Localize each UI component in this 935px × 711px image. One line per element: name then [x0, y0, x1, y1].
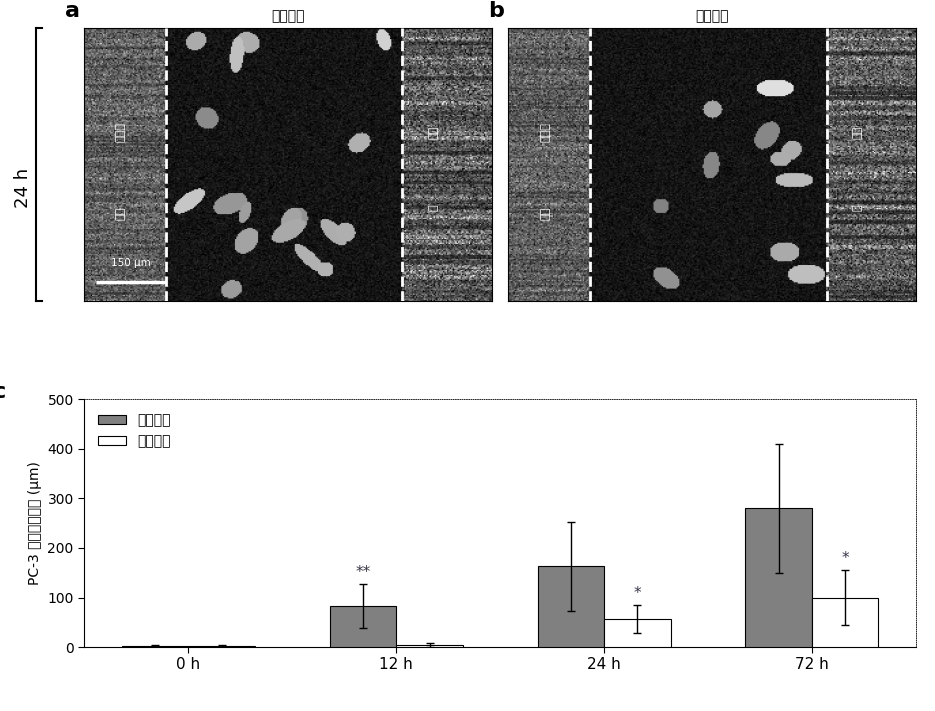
Text: *: *: [842, 551, 849, 567]
Bar: [330, 606, 396, 647]
Legend: 有神经突, 无神经突: 有神经突, 无神经突: [91, 407, 178, 455]
Y-axis label: PC-3 细胞迁移距离 (μm): PC-3 细胞迁移距离 (μm): [28, 461, 42, 585]
Bar: [812, 597, 879, 647]
Bar: [604, 619, 670, 647]
Title: 有神经突: 有神经突: [271, 9, 305, 23]
Title: 无神经突: 无神经突: [696, 9, 729, 23]
Text: 单元: 单元: [540, 207, 550, 220]
Text: 神经元: 神经元: [540, 122, 550, 141]
Bar: [396, 645, 463, 647]
Text: 癌细: 癌细: [853, 125, 863, 139]
Text: c: c: [0, 382, 6, 402]
Text: b: b: [488, 1, 504, 21]
Text: **: **: [355, 565, 370, 579]
Text: *: *: [634, 586, 641, 601]
Text: 150 μm: 150 μm: [111, 257, 151, 267]
Text: 神经元: 神经元: [116, 122, 126, 141]
Bar: [189, 646, 255, 647]
Bar: [745, 508, 812, 647]
Text: 单元: 单元: [116, 207, 126, 220]
Bar: [538, 567, 604, 647]
Text: 24 h: 24 h: [14, 169, 33, 208]
Text: 胞: 胞: [429, 205, 439, 211]
Bar: [122, 646, 189, 647]
Text: 癌细: 癌细: [429, 125, 439, 139]
Text: 胞: 胞: [853, 205, 863, 211]
Text: a: a: [65, 1, 80, 21]
